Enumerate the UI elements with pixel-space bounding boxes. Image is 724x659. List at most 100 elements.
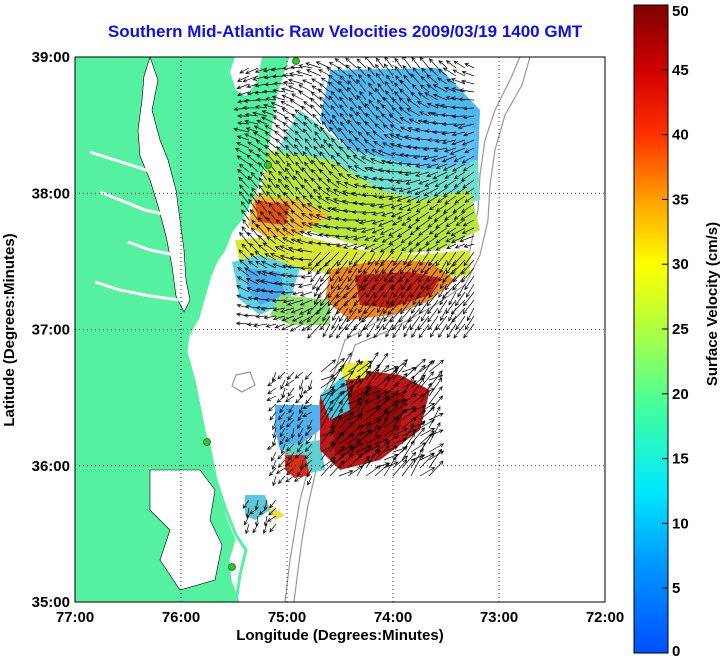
velocity-arrow	[314, 123, 322, 133]
velocity-arrow	[464, 63, 475, 69]
velocity-arrow	[381, 259, 394, 275]
velocity-arrow	[381, 104, 394, 117]
velocity-arrow	[435, 243, 448, 251]
velocity-arrow	[266, 515, 277, 522]
velocity-arrow	[275, 183, 286, 197]
velocity-arrow	[328, 81, 340, 93]
velocity-arrow	[388, 227, 403, 237]
velocity-arrow	[418, 299, 430, 315]
velocity-arrow	[461, 79, 475, 85]
velocity-arrow	[390, 152, 403, 157]
velocity-arrow	[449, 147, 466, 155]
velocity-arrow	[258, 192, 268, 205]
velocity-arrow	[266, 443, 277, 450]
velocity-arrow	[266, 395, 277, 401]
velocity-arrow	[329, 126, 340, 141]
velocity-arrow	[313, 222, 331, 229]
velocity-arrow	[388, 114, 403, 125]
velocity-arrow	[428, 359, 445, 373]
velocity-arrow	[329, 367, 343, 389]
velocity-arrow	[377, 83, 385, 93]
colorbar-tick-label: 10	[672, 515, 689, 532]
velocity-arrow	[415, 211, 430, 222]
velocity-arrow	[255, 305, 268, 310]
velocity-arrow	[275, 467, 286, 474]
velocity-arrow	[290, 229, 304, 237]
velocity-arrow	[383, 307, 394, 323]
velocity-arrow	[254, 67, 268, 73]
velocity-arrow	[330, 105, 340, 117]
velocity-arrow	[300, 266, 313, 271]
y-tick-label: 38:00	[32, 185, 70, 202]
velocity-arrow	[288, 411, 295, 422]
velocity-arrow	[276, 395, 286, 403]
velocity-arrow	[347, 424, 364, 437]
velocity-arrow	[356, 94, 367, 109]
velocity-arrow	[287, 274, 304, 279]
velocity-arrow	[277, 211, 286, 221]
velocity-arrow	[244, 267, 259, 277]
velocity-arrow	[272, 88, 286, 93]
velocity-arrow	[313, 137, 322, 149]
velocity-arrow	[284, 201, 295, 213]
velocity-arrow	[408, 118, 421, 125]
velocity-arrow	[245, 523, 250, 535]
velocity-arrow	[255, 97, 268, 102]
velocity-arrow	[459, 235, 475, 243]
velocity-arrow	[463, 251, 475, 267]
velocity-arrow	[439, 259, 448, 274]
velocity-arrow	[357, 131, 367, 141]
velocity-arrow	[461, 203, 475, 213]
velocity-arrow	[399, 259, 412, 275]
velocity-arrow	[374, 364, 390, 381]
velocity-arrow	[461, 139, 475, 146]
velocity-arrow	[268, 177, 277, 189]
velocity-arrow	[374, 445, 390, 461]
velocity-arrow	[286, 153, 295, 165]
velocity-arrow	[263, 515, 268, 527]
velocity-arrow	[459, 88, 475, 93]
velocity-arrow	[252, 75, 268, 81]
velocity-arrow	[287, 387, 295, 397]
station-marker	[203, 438, 211, 446]
velocity-arrow	[451, 114, 466, 119]
velocity-arrow	[357, 65, 367, 77]
velocity-arrow	[285, 144, 295, 157]
velocity-arrow	[356, 121, 367, 133]
velocity-arrow	[338, 267, 349, 283]
velocity-arrow	[320, 143, 331, 157]
velocity-arrow	[358, 259, 367, 274]
velocity-arrow	[320, 441, 335, 461]
velocity-arrow	[435, 203, 448, 213]
velocity-arrow	[306, 307, 322, 323]
velocity-arrow	[275, 228, 286, 237]
velocity-arrow	[354, 137, 367, 149]
velocity-arrow	[266, 190, 277, 205]
velocity-arrow	[410, 374, 426, 389]
velocity-arrow	[427, 137, 439, 143]
velocity-arrow	[426, 291, 439, 307]
velocity-arrow	[361, 193, 376, 198]
velocity-arrow	[233, 107, 250, 112]
velocity-arrow	[260, 279, 277, 285]
velocity-arrow	[428, 443, 445, 453]
velocity-arrow	[283, 129, 295, 141]
velocity-arrow	[271, 298, 286, 303]
velocity-arrow	[389, 133, 403, 141]
velocity-arrow	[419, 251, 430, 267]
velocity-arrow	[272, 263, 286, 269]
velocity-arrow	[346, 155, 358, 165]
velocity-arrow	[256, 119, 268, 125]
velocity-arrow	[320, 267, 331, 283]
velocity-arrow	[270, 102, 286, 109]
velocity-arrow	[398, 203, 412, 210]
velocity-arrow	[338, 315, 349, 331]
y-tick-label: 35:00	[32, 594, 70, 611]
velocity-arrow	[302, 151, 313, 165]
velocity-arrow	[432, 84, 448, 93]
velocity-arrow	[297, 419, 304, 430]
x-tick-label: 72:00	[586, 609, 624, 626]
velocity-arrow	[440, 307, 448, 322]
velocity-arrow	[419, 419, 436, 429]
